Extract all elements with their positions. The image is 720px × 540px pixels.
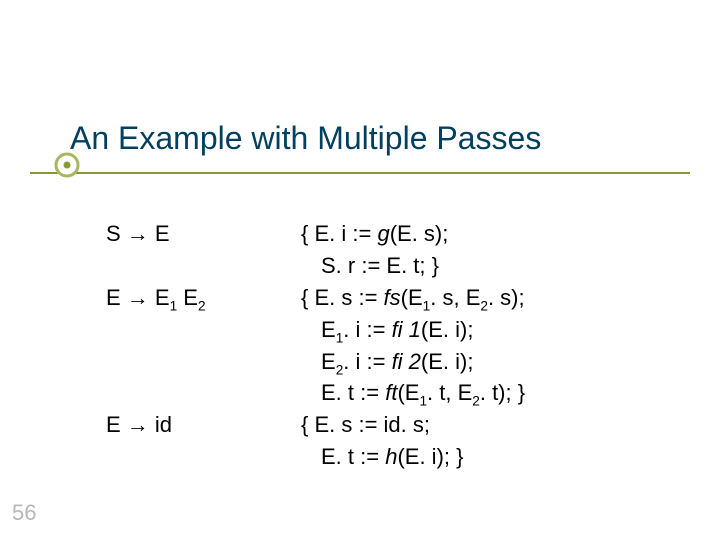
rule-line: { E. i := g(E. s); bbox=[301, 218, 680, 250]
rule-line: { E. s := fs(E1. s, E2. s); bbox=[301, 282, 680, 314]
title-text: An Example with Multiple Passes bbox=[70, 120, 541, 156]
grammar-rule-2: E → E1 E2 { E. s := fs(E1. s, E2. s); E1… bbox=[106, 282, 680, 410]
rule-line: { E. s := id. s; bbox=[301, 409, 680, 441]
production-1: S → E bbox=[106, 218, 301, 282]
rule-line: E. t := ft(E1. t, E2. t); } bbox=[301, 377, 680, 409]
slide-body: S → E { E. i := g(E. s); S. r := E. t; }… bbox=[106, 218, 680, 473]
production-2: E → E1 E2 bbox=[106, 282, 301, 410]
title-underline bbox=[30, 172, 690, 174]
bullet-inner-dot bbox=[63, 161, 70, 168]
grammar-rule-1: S → E { E. i := g(E. s); S. r := E. t; } bbox=[106, 218, 680, 282]
production-3: E → id bbox=[106, 409, 301, 473]
rule-line: E2. i := fi 2(E. i); bbox=[301, 346, 680, 378]
rule-line: E. t := h(E. i); } bbox=[301, 441, 680, 473]
page-number: 56 bbox=[12, 500, 36, 526]
title-bullet-icon bbox=[54, 152, 79, 177]
semantic-rules-2: { E. s := fs(E1. s, E2. s); E1. i := fi … bbox=[301, 282, 680, 410]
slide: An Example with Multiple Passes S → E { … bbox=[0, 0, 720, 540]
semantic-rules-3: { E. s := id. s; E. t := h(E. i); } bbox=[301, 409, 680, 473]
semantic-rules-1: { E. i := g(E. s); S. r := E. t; } bbox=[301, 218, 680, 282]
rule-line: E1. i := fi 1(E. i); bbox=[301, 314, 680, 346]
rule-line: S. r := E. t; } bbox=[301, 250, 680, 282]
slide-title: An Example with Multiple Passes bbox=[70, 120, 680, 157]
grammar-rule-3: E → id { E. s := id. s; E. t := h(E. i);… bbox=[106, 409, 680, 473]
